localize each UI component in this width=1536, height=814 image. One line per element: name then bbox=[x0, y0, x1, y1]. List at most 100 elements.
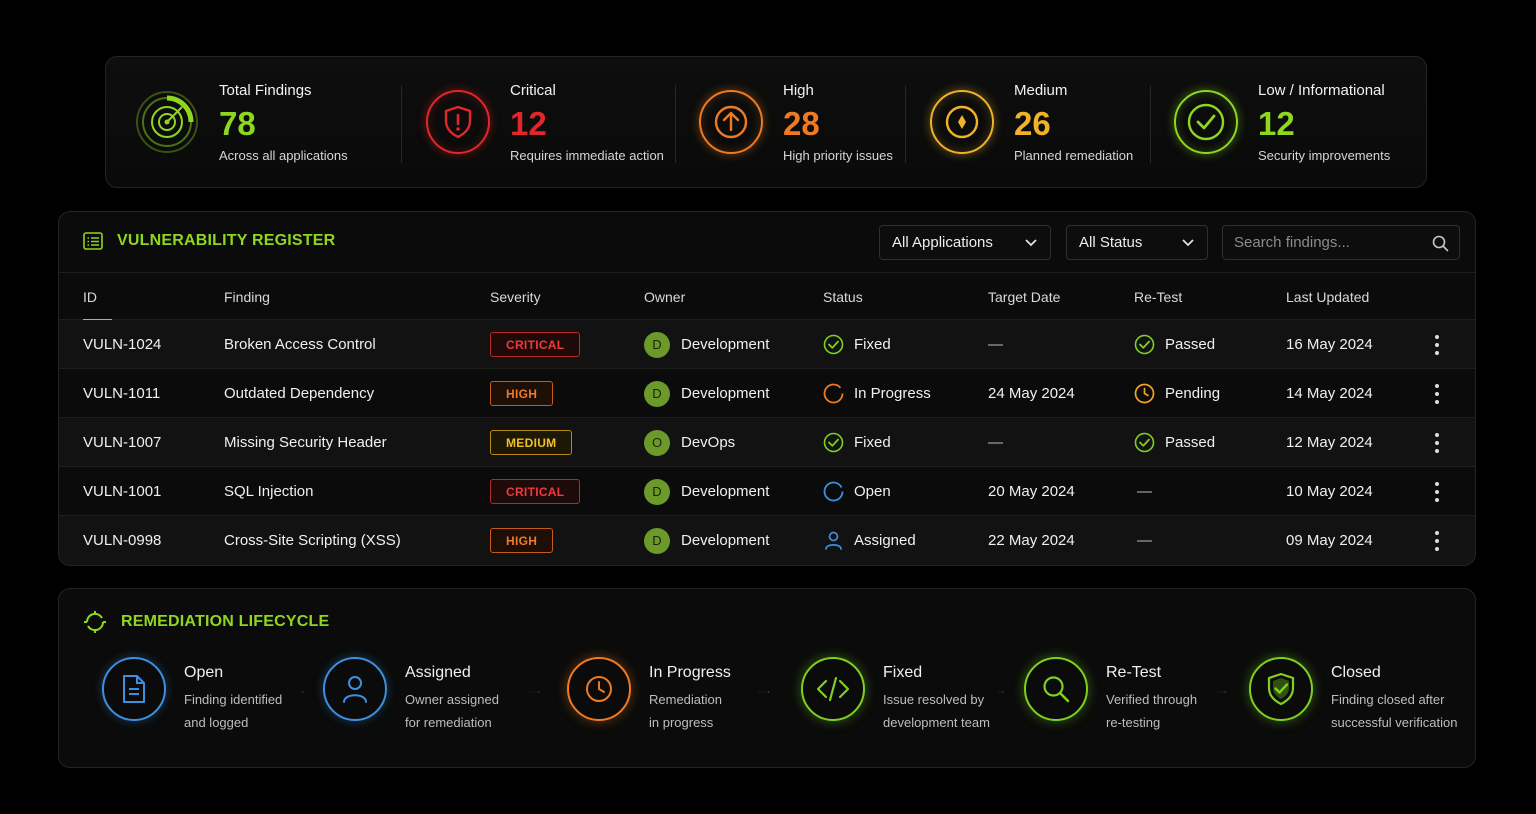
more-options-icon[interactable] bbox=[1435, 482, 1439, 502]
severity-badge: HIGH bbox=[490, 528, 554, 553]
table-row[interactable]: VULN-1001 SQL Injection CRITICAL D Develo… bbox=[59, 467, 1475, 516]
retest-text: Passed bbox=[1165, 336, 1216, 353]
table-row[interactable]: VULN-1024 Broken Access Control CRITICAL… bbox=[59, 320, 1475, 369]
cell-status: Fixed bbox=[823, 418, 891, 467]
stat-sub: Security improvements bbox=[1258, 148, 1391, 163]
cell-id: VULN-1007 bbox=[83, 434, 162, 451]
stat-value: 12 bbox=[510, 105, 547, 142]
column-header-severity[interactable]: Severity bbox=[490, 289, 541, 305]
severity-badge: MEDIUM bbox=[490, 430, 573, 455]
column-header-retest[interactable]: Re-Test bbox=[1134, 289, 1183, 305]
lifecycle-step-retest: Re-Test Verified through re-testing bbox=[1024, 657, 1206, 734]
cell-id: VULN-0998 bbox=[83, 532, 162, 549]
search-input[interactable] bbox=[1234, 234, 1424, 251]
table-row[interactable]: VULN-1011 Outdated Dependency HIGH D Deve… bbox=[59, 369, 1475, 418]
step-desc: Finding identified and logged bbox=[184, 692, 283, 730]
cell-status: Assigned bbox=[823, 516, 916, 565]
column-header-target-date[interactable]: Target Date bbox=[988, 289, 1061, 305]
divider bbox=[401, 85, 402, 163]
table-row[interactable]: VULN-1007 Missing Security Header MEDIUM… bbox=[59, 418, 1475, 467]
step-desc: Finding closed after successful verifica… bbox=[1331, 692, 1458, 730]
stat-high: High 28 High priority issues bbox=[699, 57, 893, 187]
cell-finding: Broken Access Control bbox=[224, 336, 376, 353]
divider bbox=[1150, 85, 1151, 163]
stat-sub: Requires immediate action bbox=[510, 148, 664, 163]
arrow-right-icon bbox=[758, 691, 770, 693]
cell-owner: D Development bbox=[644, 467, 769, 516]
cell-last-updated: 12 May 2024 bbox=[1286, 434, 1373, 451]
stat-label: High bbox=[783, 82, 814, 99]
stat-sub: Planned remediation bbox=[1014, 148, 1134, 163]
table-row[interactable]: VULN-0998 Cross-Site Scripting (XSS) HIG… bbox=[59, 516, 1475, 565]
step-name: In Progress bbox=[649, 664, 731, 681]
lifecycle-step-assigned: Assigned Owner assigned for remediation bbox=[323, 657, 515, 734]
step-name: Assigned bbox=[405, 664, 471, 681]
cell-finding: Missing Security Header bbox=[224, 434, 387, 451]
check-circle-icon bbox=[823, 432, 844, 453]
cell-retest: Passed bbox=[1134, 320, 1215, 369]
cell-id: VULN-1011 bbox=[83, 385, 161, 402]
register-title: VULNERABILITY REGISTER bbox=[83, 232, 335, 250]
column-header-id[interactable]: ID bbox=[83, 289, 97, 305]
cell-owner: D Development bbox=[644, 320, 769, 369]
register-title-text: VULNERABILITY REGISTER bbox=[117, 232, 336, 249]
stat-label: Low / Informational bbox=[1258, 82, 1385, 99]
step-desc: Verified through re-testing bbox=[1106, 692, 1198, 730]
cell-target-date: — bbox=[988, 434, 1003, 451]
cell-last-updated: 09 May 2024 bbox=[1286, 532, 1373, 549]
compass-icon bbox=[930, 90, 994, 154]
avatar: O bbox=[644, 429, 670, 456]
more-options-icon[interactable] bbox=[1435, 384, 1439, 404]
cell-status: Fixed bbox=[823, 320, 891, 369]
divider bbox=[675, 85, 676, 163]
check-circle-icon bbox=[1174, 90, 1238, 154]
more-options-icon[interactable] bbox=[1435, 433, 1439, 453]
stat-value: 12 bbox=[1258, 105, 1295, 142]
cell-retest: Pending bbox=[1134, 369, 1220, 418]
column-header-finding[interactable]: Finding bbox=[224, 289, 270, 305]
check-circle-icon bbox=[1134, 334, 1155, 355]
column-header-last-updated[interactable]: Last Updated bbox=[1286, 289, 1370, 305]
arrow-right-icon bbox=[529, 691, 540, 693]
cell-retest: — bbox=[1137, 532, 1152, 549]
applications-dropdown[interactable]: All Applications bbox=[879, 225, 1051, 260]
cell-owner: O DevOps bbox=[644, 418, 735, 467]
avatar: D bbox=[644, 527, 670, 554]
lifecycle-step-in-progress: In Progress Remediation in progress bbox=[567, 657, 734, 734]
cell-retest: Passed bbox=[1134, 418, 1215, 467]
cell-retest: — bbox=[1137, 483, 1152, 500]
search-icon[interactable] bbox=[1432, 235, 1449, 252]
step-desc: Owner assigned for remediation bbox=[405, 692, 499, 730]
owner-name: Development bbox=[681, 385, 770, 402]
chevron-down-icon bbox=[1025, 239, 1037, 247]
column-header-status[interactable]: Status bbox=[823, 289, 863, 305]
cell-last-updated: 10 May 2024 bbox=[1286, 483, 1373, 500]
table-header: ID Finding Severity Owner Status Target … bbox=[59, 272, 1475, 321]
stat-total-findings: Total Findings 78 Across all application… bbox=[135, 57, 348, 187]
step-name: Closed bbox=[1331, 664, 1381, 681]
clock-icon bbox=[567, 657, 631, 721]
stat-label: Total Findings bbox=[219, 82, 312, 99]
owner-name: DevOps bbox=[681, 434, 736, 451]
cell-status: In Progress bbox=[823, 369, 931, 418]
check-circle-icon bbox=[1134, 432, 1155, 453]
column-header-owner[interactable]: Owner bbox=[644, 289, 686, 305]
remediation-lifecycle-panel: REMEDIATION LIFECYCLE Open Finding ident… bbox=[58, 588, 1476, 768]
stat-medium: Medium 26 Planned remediation bbox=[930, 57, 1133, 187]
status-dropdown[interactable]: All Status bbox=[1066, 225, 1208, 260]
cell-last-updated: 16 May 2024 bbox=[1286, 336, 1373, 353]
cell-id: VULN-1001 bbox=[83, 483, 162, 500]
more-options-icon[interactable] bbox=[1435, 335, 1439, 355]
cell-finding: Cross-Site Scripting (XSS) bbox=[224, 532, 401, 549]
code-icon bbox=[801, 657, 865, 721]
step-name: Re-Test bbox=[1106, 664, 1162, 681]
lifecycle-step-closed: Closed Finding closed after successful v… bbox=[1249, 657, 1471, 734]
status-text: Open bbox=[854, 483, 891, 500]
radar-icon bbox=[135, 90, 199, 154]
more-options-icon[interactable] bbox=[1435, 531, 1439, 551]
register-header: VULNERABILITY REGISTER All Applications … bbox=[59, 212, 1475, 272]
step-desc: Remediation in progress bbox=[649, 692, 722, 730]
check-circle-icon bbox=[823, 334, 844, 355]
cell-target-date: — bbox=[988, 336, 1003, 353]
clock-icon bbox=[1134, 383, 1155, 404]
